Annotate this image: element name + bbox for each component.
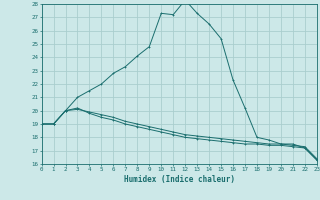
X-axis label: Humidex (Indice chaleur): Humidex (Indice chaleur)	[124, 175, 235, 184]
